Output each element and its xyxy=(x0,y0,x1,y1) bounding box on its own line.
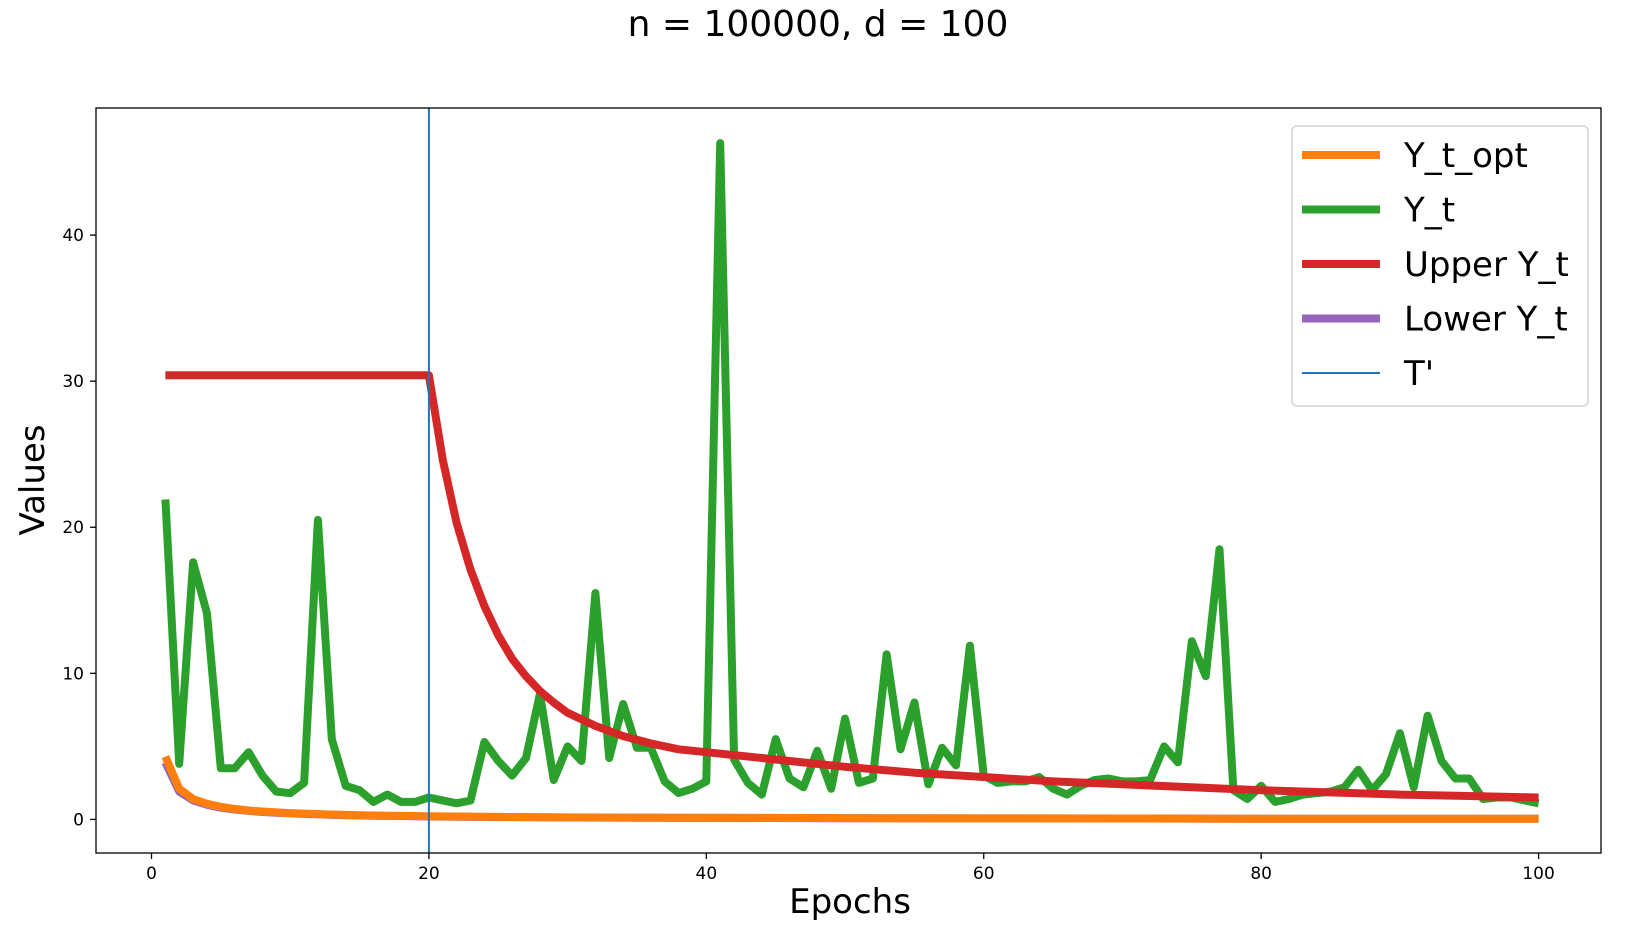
x-tick-label: 0 xyxy=(146,864,157,884)
legend-label: Upper Y_t xyxy=(1404,245,1569,285)
legend-label: Lower Y_t xyxy=(1404,300,1568,340)
legend-label: Y_t_opt xyxy=(1403,136,1528,176)
series-layer xyxy=(161,108,1540,853)
x-tick-label: 20 xyxy=(418,864,440,884)
chart-title: n = 100000, d = 100 xyxy=(627,4,1009,45)
legend: Y_t_opt Y_t Upper Y_t Lower Y_t T' xyxy=(1291,125,1589,407)
series-line-upper-y-t xyxy=(165,371,1539,802)
legend-label: Y_t xyxy=(1403,191,1455,231)
x-axis-label: Epochs xyxy=(789,882,911,922)
x-tick-label: 40 xyxy=(696,864,718,884)
y-tick-label: 0 xyxy=(73,810,84,830)
plot-frame xyxy=(95,107,1602,854)
y-tick-label: 20 xyxy=(62,518,84,538)
x-tick-label: 100 xyxy=(1522,864,1554,884)
y-tick-label: 10 xyxy=(62,664,84,684)
axes-layer: 0 20 40 60 80 100 0 10 20 30 40 xyxy=(62,226,1554,884)
x-tick-label: 60 xyxy=(973,864,995,884)
y-tick-label: 40 xyxy=(62,226,84,246)
legend-label: T' xyxy=(1403,354,1434,394)
legend-box xyxy=(1291,125,1589,407)
y-tick-label: 30 xyxy=(62,372,84,392)
x-tick-label: 80 xyxy=(1250,864,1272,884)
series-line-y-t-opt xyxy=(161,755,1539,823)
